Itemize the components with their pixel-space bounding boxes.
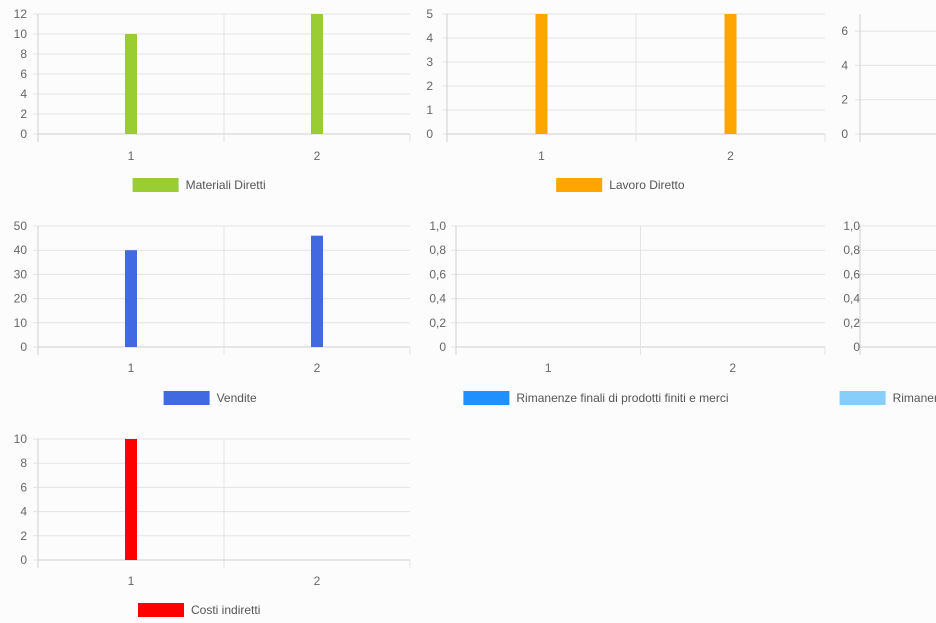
- legend-item[interactable]: Costi indiretti: [138, 603, 260, 617]
- chart-panel-2: 0 1 2 3 4 5 1 2 Lavoro Diretto: [426, 7, 826, 192]
- legend-item[interactable]: Lavoro Diretto: [556, 178, 685, 192]
- legend-label: Costi indiretti: [191, 603, 260, 617]
- bar[interactable]: [125, 250, 137, 347]
- y-tick-label: 0: [853, 340, 860, 354]
- y-tick-label: 5: [426, 7, 433, 21]
- chart-panel-5: 0 0,2 0,4 0,6 0,8 1,0 1 2 Rimanenze finali di pr…: [429, 219, 826, 405]
- y-tick-label: 0: [841, 127, 848, 141]
- x-tick-label: 2: [729, 361, 736, 375]
- legend-item[interactable]: Rimanenze finali di prodotti finiti e me…: [463, 391, 728, 405]
- bar[interactable]: [125, 34, 137, 134]
- bar[interactable]: [311, 235, 323, 347]
- y-tick-label: 0: [439, 340, 446, 354]
- legend-item[interactable]: Materiali Diretti: [132, 178, 266, 192]
- y-tick-label: 10: [14, 316, 28, 330]
- legend-swatch: [463, 391, 510, 405]
- y-tick-label: 1: [426, 103, 433, 117]
- y-tick-label: 3: [426, 55, 433, 69]
- legend-swatch: [163, 391, 210, 405]
- x-tick-label: 1: [545, 361, 552, 375]
- y-tick-label: 2: [20, 107, 27, 121]
- y-tick-label: 8: [20, 47, 27, 61]
- bar[interactable]: [724, 14, 737, 134]
- x-tick-label: 2: [314, 574, 321, 588]
- y-tick-label: 0,6: [843, 267, 860, 281]
- y-tick-label: 2: [426, 79, 433, 93]
- y-tick-label: 10: [14, 27, 28, 41]
- y-tick-label: 40: [14, 243, 28, 257]
- y-tick-label: 6: [841, 24, 848, 38]
- y-tick-label: 0,2: [429, 316, 446, 330]
- y-tick-label: 0: [20, 127, 27, 141]
- y-tick-label: 0,2: [843, 316, 860, 330]
- y-tick-label: 2: [20, 529, 27, 543]
- bar[interactable]: [125, 439, 137, 560]
- legend-swatch: [556, 178, 603, 192]
- legend-item[interactable]: Vendite: [163, 391, 257, 405]
- y-tick-label: 50: [14, 219, 28, 233]
- legend-label: Rimaner: [893, 391, 936, 405]
- y-tick-label: 4: [20, 87, 27, 101]
- x-tick-label: 1: [128, 361, 135, 375]
- y-tick-label: 0: [20, 340, 27, 354]
- y-tick-label: 30: [14, 267, 28, 281]
- y-tick-label: 0,4: [843, 292, 860, 306]
- y-tick-label: 8: [20, 456, 27, 470]
- y-tick-label: 6: [20, 480, 27, 494]
- y-tick-label: 1,0: [429, 219, 446, 233]
- bar[interactable]: [535, 14, 548, 134]
- y-tick-label: 0,6: [429, 267, 446, 281]
- x-tick-label: 1: [128, 574, 135, 588]
- y-tick-label: 10: [14, 432, 28, 446]
- y-tick-label: 0: [20, 553, 27, 567]
- y-tick-label: 2: [841, 93, 848, 107]
- legend-label: Materiali Diretti: [186, 178, 266, 192]
- legend-swatch: [138, 603, 184, 617]
- legend-label: Lavoro Diretto: [609, 178, 685, 192]
- y-tick-label: 0,8: [843, 243, 860, 257]
- y-tick-label: 1,0: [843, 219, 860, 233]
- y-tick-label: 0,4: [429, 292, 446, 306]
- legend-label: Vendite: [217, 391, 257, 405]
- chart-panel-4: 0 10 20 30 40 50 1 2 Vendite: [14, 219, 411, 405]
- legend-item[interactable]: Rimaner: [839, 391, 936, 405]
- x-tick-label: 2: [727, 149, 734, 163]
- y-tick-label: 4: [841, 58, 848, 72]
- y-tick-label: 0: [426, 127, 433, 141]
- x-tick-label: 2: [314, 361, 321, 375]
- legend-label: Rimanenze finali di prodotti finiti e me…: [516, 391, 728, 405]
- x-tick-label: 2: [314, 149, 321, 163]
- chart-panel-3: 0 2 4 6: [841, 14, 936, 142]
- x-tick-label: 1: [538, 149, 545, 163]
- legend-swatch: [132, 178, 179, 192]
- x-tick-label: 1: [128, 149, 135, 163]
- y-tick-label: 12: [14, 7, 28, 21]
- chart-panel-6: 0 0,2 0,4 0,6 0,8 1,0 Rimaner: [839, 219, 936, 405]
- bar[interactable]: [311, 14, 323, 134]
- y-tick-label: 6: [20, 67, 27, 81]
- y-tick-label: 0,8: [429, 243, 446, 257]
- y-tick-label: 4: [426, 31, 433, 45]
- legend-swatch: [839, 391, 886, 405]
- y-tick-label: 20: [14, 292, 28, 306]
- y-tick-label: 4: [20, 505, 27, 519]
